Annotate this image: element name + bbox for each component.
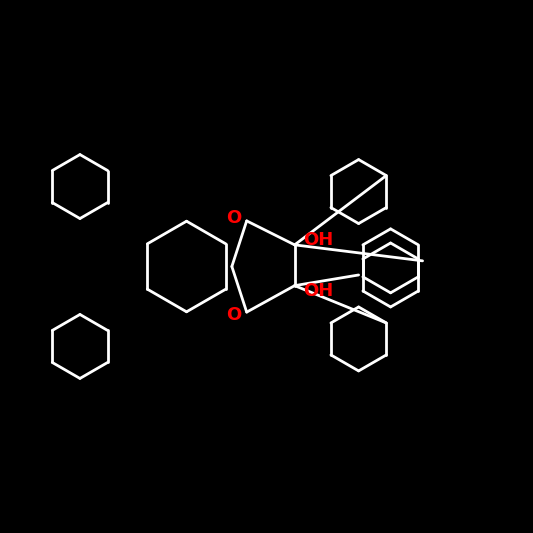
Text: OH: OH <box>303 231 333 248</box>
Text: O: O <box>226 306 241 324</box>
Text: OH: OH <box>303 282 333 300</box>
Text: O: O <box>226 209 241 227</box>
